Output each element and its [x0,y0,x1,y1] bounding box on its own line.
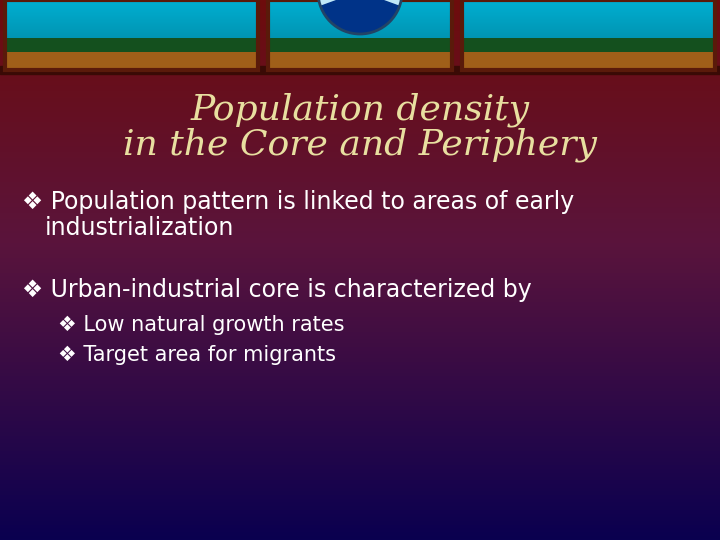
Bar [0,66,720,74]
Text: ❖ Low natural growth rates: ❖ Low natural growth rates [58,315,344,335]
Circle shape [318,0,402,34]
Text: Population density: Population density [191,93,529,127]
Text: ❖ Target area for migrants: ❖ Target area for migrants [58,345,336,365]
Bar [5,0,258,70]
Text: industrialization: industrialization [45,216,235,240]
Text: ❖ Urban-industrial core is characterized by: ❖ Urban-industrial core is characterized… [22,278,532,302]
Text: ❖ Population pattern is linked to areas of early: ❖ Population pattern is linked to areas … [22,190,575,214]
Text: in the Core and Periphery: in the Core and Periphery [123,128,597,162]
Wedge shape [320,0,400,34]
Bar [462,0,715,70]
Bar [268,0,452,70]
